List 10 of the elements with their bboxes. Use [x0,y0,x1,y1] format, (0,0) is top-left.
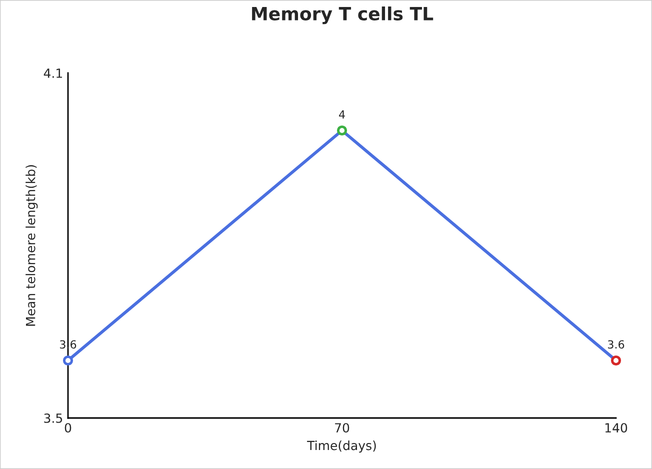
y-tick-label: 4.1 [44,68,62,78]
data-label: 3.6 [608,340,624,349]
x-axis-title: Time(days) [307,440,376,453]
data-label: 4 [339,110,345,118]
y-tick-label: 3.5 [44,413,62,423]
y-axis-title: Mean telomere length(kb) [26,165,38,326]
chart-title: Memory T cells TL [252,6,434,24]
x-tick-label: 140 [605,423,628,433]
x-tick-label: 0 [64,423,72,433]
x-tick-label: 70 [335,423,350,433]
